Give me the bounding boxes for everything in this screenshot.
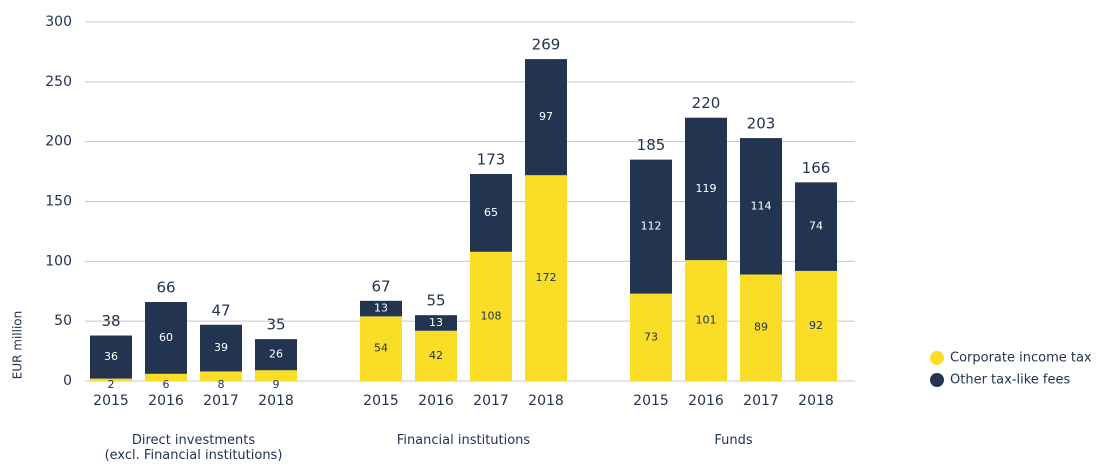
total-label: 220 xyxy=(692,94,721,112)
bar-segment xyxy=(795,270,837,381)
total-label: 203 xyxy=(747,115,776,133)
bar-segment xyxy=(200,324,242,372)
segment-label: 36 xyxy=(104,350,118,363)
segment-label: 9 xyxy=(273,378,280,391)
bar-segment xyxy=(415,330,457,381)
bar-segment xyxy=(360,300,402,317)
total-label: 35 xyxy=(266,316,285,334)
bar-segment xyxy=(470,173,512,252)
segment-label: 8 xyxy=(218,378,225,391)
total-label: 166 xyxy=(802,159,831,177)
bar-segment xyxy=(525,175,567,381)
total-label: 173 xyxy=(477,150,506,168)
segment-label: 172 xyxy=(536,271,557,284)
y-axis-label: EUR million xyxy=(11,311,25,380)
bar-segment xyxy=(795,182,837,271)
x-tick-label: 2017 xyxy=(203,393,239,409)
y-tick-label: 0 xyxy=(63,373,72,389)
segment-label: 39 xyxy=(214,341,228,354)
bar-segment xyxy=(145,373,187,381)
legend-label: Other tax-like fees xyxy=(950,373,1070,388)
x-tick-label: 2018 xyxy=(798,393,834,409)
segment-label: 112 xyxy=(641,220,662,233)
total-label: 38 xyxy=(101,312,120,330)
segment-label: 74 xyxy=(809,220,823,233)
total-label: 47 xyxy=(211,301,230,319)
segment-label: 42 xyxy=(429,349,443,362)
y-tick-label: 100 xyxy=(45,253,72,269)
bar-segment xyxy=(200,371,242,381)
bar-segment xyxy=(145,302,187,374)
segment-label: 6 xyxy=(163,378,170,391)
x-tick-label: 2016 xyxy=(148,393,184,409)
x-tick-label: 2016 xyxy=(418,393,454,409)
legend-swatch xyxy=(930,373,944,387)
segment-label: 2 xyxy=(108,378,115,391)
segment-label: 119 xyxy=(696,182,717,195)
y-tick-label: 50 xyxy=(54,313,72,329)
segment-label: 73 xyxy=(644,330,658,343)
x-tick-label: 2015 xyxy=(363,393,399,409)
y-tick-label: 300 xyxy=(45,14,72,30)
segment-label: 97 xyxy=(539,110,553,123)
bar-segment xyxy=(415,315,457,331)
legend-swatch xyxy=(930,351,944,365)
segment-label: 108 xyxy=(481,309,502,322)
x-tick-label: 2017 xyxy=(743,393,779,409)
bar-segment xyxy=(90,335,132,379)
bar-segment xyxy=(360,316,402,381)
segment-label: 114 xyxy=(751,199,772,212)
segment-label: 13 xyxy=(374,302,388,315)
segment-label: 13 xyxy=(429,316,443,329)
segment-label: 89 xyxy=(754,321,768,334)
x-tick-label: 2018 xyxy=(258,393,294,409)
group-label: Funds xyxy=(714,433,753,448)
bar-segment xyxy=(470,251,512,381)
x-tick-label: 2015 xyxy=(93,393,129,409)
segment-label: 60 xyxy=(159,331,173,344)
bar-segment xyxy=(740,274,782,381)
segment-label: 26 xyxy=(269,348,283,361)
bar-segment xyxy=(740,138,782,275)
bar-segment xyxy=(255,339,297,371)
legend-label: Corporate income tax xyxy=(950,351,1092,366)
total-label: 269 xyxy=(532,36,561,54)
x-tick-label: 2015 xyxy=(633,393,669,409)
total-label: 66 xyxy=(156,279,175,297)
bar-segment xyxy=(630,293,672,381)
y-tick-label: 150 xyxy=(45,194,72,210)
segment-label: 65 xyxy=(484,206,498,219)
group-label: Direct investments (excl. Financial inst… xyxy=(104,433,283,463)
segment-label: 92 xyxy=(809,319,823,332)
y-tick-label: 200 xyxy=(45,134,72,150)
bar-segment xyxy=(525,59,567,176)
y-tick-label: 250 xyxy=(45,74,72,90)
total-label: 67 xyxy=(371,277,390,295)
segment-label: 54 xyxy=(374,342,388,355)
bar-segment xyxy=(685,260,727,381)
bar-segment xyxy=(255,370,297,381)
total-label: 55 xyxy=(426,292,445,310)
bar-segment xyxy=(90,378,132,381)
x-tick-label: 2018 xyxy=(528,393,564,409)
x-tick-label: 2017 xyxy=(473,393,509,409)
total-label: 185 xyxy=(637,136,666,154)
segment-label: 101 xyxy=(696,314,717,327)
bar-segment xyxy=(685,117,727,261)
bar-segment xyxy=(630,159,672,294)
x-tick-label: 2016 xyxy=(688,393,724,409)
group-label: Financial institutions xyxy=(396,433,531,448)
